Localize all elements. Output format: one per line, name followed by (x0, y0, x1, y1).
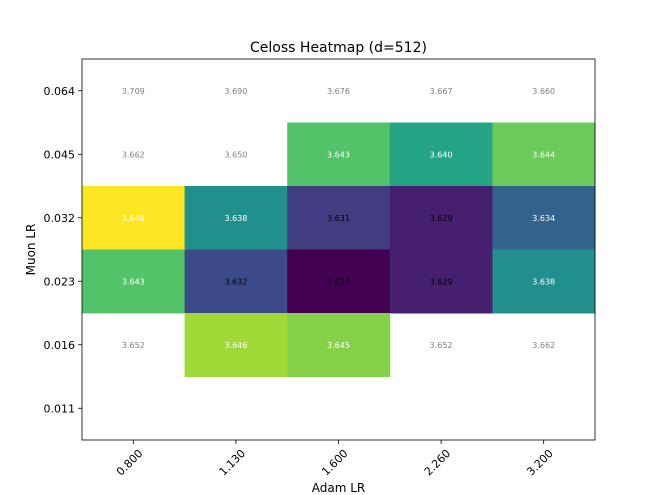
x-tick-label: 3.200 (524, 447, 555, 478)
heatmap-cell-0.032-0.800 (82, 186, 186, 250)
cell-value-label: 3.646 (224, 341, 247, 350)
x-tick-label: 1.600 (319, 447, 350, 478)
cell-value-label: 3.650 (224, 150, 247, 159)
cell-value-label: 3.662 (532, 341, 555, 350)
cell-value-label: 3.643 (122, 277, 145, 286)
heatmap-cell-0.032-2.260 (389, 186, 493, 250)
cell-value-label: 3.634 (532, 214, 555, 223)
y-tick-label: 0.011 (44, 402, 76, 415)
x-tick-label: 2.260 (422, 447, 453, 478)
y-tick-label: 0.064 (44, 85, 76, 98)
heatmap-cell-0.023-1.130 (184, 249, 288, 314)
cell-value-label: 3.652 (430, 341, 453, 350)
cell-value-label: 3.631 (327, 214, 350, 223)
x-axis-label: Adam LR (312, 481, 366, 495)
cell-value-label: 3.644 (532, 150, 555, 159)
y-axis-ticks: 0.064 0.045 0.032 0.023 0.016 0.011 (44, 85, 82, 415)
cell-value-label: 3.652 (122, 341, 145, 350)
cell-value-label: 3.676 (327, 87, 350, 96)
heatmap-cells (82, 122, 596, 377)
cell-value-label: 3.667 (430, 87, 453, 96)
y-tick-label: 0.045 (44, 148, 76, 161)
cell-value-label: 3.629 (430, 214, 453, 223)
heatmap-cell-0.045-1.600 (287, 122, 391, 187)
heatmap-cell-0.032-1.600 (287, 186, 391, 250)
heatmap-cell-0.016-1.130 (184, 313, 288, 377)
y-tick-label: 0.032 (44, 212, 76, 225)
y-tick-label: 0.016 (44, 339, 76, 352)
y-axis-label: Muon LR (24, 224, 38, 276)
heatmap-cell-0.045-3.200 (492, 122, 596, 187)
heatmap-cell-0.032-1.130 (184, 186, 288, 250)
heatmap-cell-0.023-2.260 (389, 249, 493, 314)
cell-value-labels: 3.709 3.690 3.676 3.667 3.660 3.662 3.650 3.643… (122, 87, 555, 350)
chart-title: Celoss Heatmap (d=512) (250, 40, 427, 56)
heatmap-cell-0.016-1.600 (287, 313, 391, 377)
cell-value-label: 3.638 (532, 277, 555, 286)
heatmap-cell-0.023-3.200 (492, 249, 596, 314)
cell-value-label: 3.645 (327, 341, 350, 350)
cell-value-label: 3.640 (430, 150, 453, 159)
cell-value-label: 3.632 (224, 277, 247, 286)
cell-value-label: 3.662 (122, 150, 145, 159)
heatmap-cell-0.045-2.260 (389, 122, 493, 187)
cell-value-label: 3.660 (532, 87, 555, 96)
heatmap-cell-0.032-3.200 (492, 186, 596, 250)
cell-value-label: 3.629 (430, 277, 453, 286)
cell-value-label: 3.627 (327, 277, 350, 286)
x-tick-label: 0.800 (114, 447, 145, 478)
y-tick-label: 0.023 (44, 275, 76, 288)
x-tick-label: 1.130 (217, 447, 248, 478)
heatmap-cell-0.023-0.800 (82, 249, 186, 314)
x-axis-ticks: 0.800 1.130 1.600 2.260 3.200 (114, 440, 556, 478)
cell-value-label: 3.643 (327, 150, 350, 159)
cell-value-label: 3.649 (122, 214, 145, 223)
heatmap-cell-0.023-1.600 (287, 249, 391, 314)
cell-value-label: 3.638 (224, 214, 247, 223)
cell-value-label: 3.690 (224, 87, 247, 96)
cell-value-label: 3.709 (122, 87, 145, 96)
